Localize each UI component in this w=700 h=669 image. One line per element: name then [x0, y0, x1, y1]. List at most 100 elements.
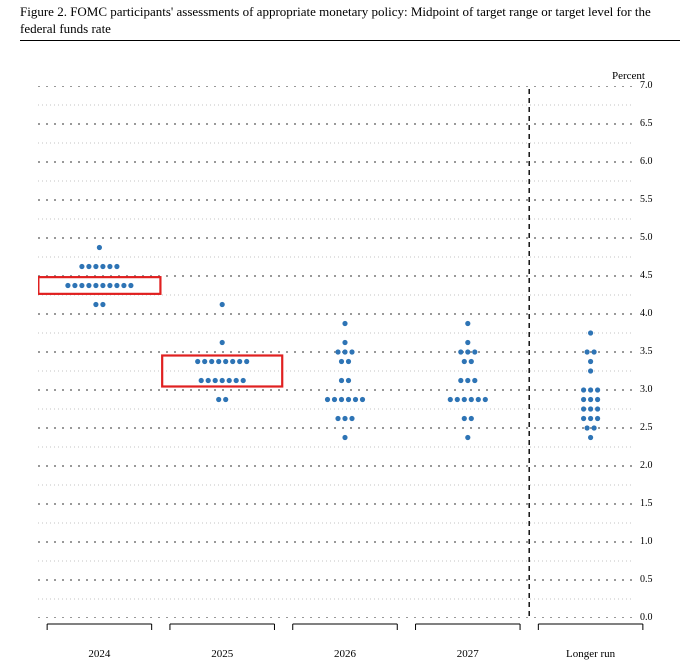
dot [65, 283, 70, 288]
y-tick-label: 6.0 [640, 156, 653, 167]
dot [585, 425, 590, 430]
dot [346, 397, 351, 402]
y-tick-label: 5.0 [640, 232, 653, 243]
dot [588, 416, 593, 421]
dot [86, 283, 91, 288]
x-tick-label: 2024 [88, 648, 110, 660]
dot [339, 359, 344, 364]
dot [588, 359, 593, 364]
dot [588, 435, 593, 440]
y-tick-label: 5.5 [640, 194, 653, 205]
chart-svg [38, 86, 652, 618]
dot [469, 397, 474, 402]
dot [97, 245, 102, 250]
y-tick-label: 6.5 [640, 118, 653, 129]
x-tick-label: 2026 [334, 648, 356, 660]
dot [462, 397, 467, 402]
y-tick-label: 2.0 [640, 460, 653, 471]
dot [476, 397, 481, 402]
y-tick-label: 7.0 [640, 80, 653, 91]
dot [462, 359, 467, 364]
dot [72, 283, 77, 288]
y-tick-label: 4.5 [640, 270, 653, 281]
dot [220, 340, 225, 345]
dot [581, 397, 586, 402]
dot [93, 283, 98, 288]
dot [588, 368, 593, 373]
dot [79, 264, 84, 269]
dot [339, 397, 344, 402]
dot [595, 416, 600, 421]
dot [93, 302, 98, 307]
dot [121, 283, 126, 288]
dot [230, 359, 235, 364]
dot [128, 283, 133, 288]
dot [237, 359, 242, 364]
x-tick-label: 2025 [211, 648, 233, 660]
dot [469, 359, 474, 364]
dot [216, 359, 221, 364]
dot [588, 330, 593, 335]
dot [465, 349, 470, 354]
dot [581, 406, 586, 411]
dot [353, 397, 358, 402]
dot [458, 378, 463, 383]
dot [588, 387, 593, 392]
figure-title-block: Figure 2. FOMC participants' assessments… [20, 4, 680, 38]
y-tick-label: 0.5 [640, 574, 653, 585]
dot [342, 321, 347, 326]
dot [581, 416, 586, 421]
dot [592, 349, 597, 354]
dot [595, 387, 600, 392]
dot [234, 378, 239, 383]
page: Figure 2. FOMC participants' assessments… [0, 0, 700, 669]
dot [202, 359, 207, 364]
dot [588, 397, 593, 402]
dot [349, 349, 354, 354]
dot [465, 435, 470, 440]
dot [458, 349, 463, 354]
dot [209, 359, 214, 364]
dot [93, 264, 98, 269]
dot [581, 387, 586, 392]
dot [195, 359, 200, 364]
dot [448, 397, 453, 402]
dot [223, 359, 228, 364]
dot [465, 340, 470, 345]
dot [342, 416, 347, 421]
dot [360, 397, 365, 402]
dot [335, 416, 340, 421]
dot [472, 349, 477, 354]
dot [465, 321, 470, 326]
dot [220, 378, 225, 383]
dot [241, 378, 246, 383]
y-tick-label: 1.0 [640, 536, 653, 547]
dot-plot-chart [38, 86, 652, 618]
dot [213, 378, 218, 383]
y-tick-label: 1.5 [640, 498, 653, 509]
y-tick-label: 3.0 [640, 384, 653, 395]
dot [342, 435, 347, 440]
dot [465, 378, 470, 383]
dot [114, 264, 119, 269]
figure-title: Figure 2. FOMC participants' assessments… [20, 4, 680, 38]
dot [595, 397, 600, 402]
dot [223, 397, 228, 402]
dot [216, 397, 221, 402]
dot [220, 302, 225, 307]
x-axis [38, 622, 652, 636]
highlight-box [38, 277, 160, 294]
dot [100, 264, 105, 269]
dot [206, 378, 211, 383]
dot [342, 340, 347, 345]
dot [100, 302, 105, 307]
dot [585, 349, 590, 354]
dot [86, 264, 91, 269]
dot [469, 416, 474, 421]
dot [595, 406, 600, 411]
x-tick-label: 2027 [457, 648, 479, 660]
y-tick-label: 4.0 [640, 308, 653, 319]
dot [339, 378, 344, 383]
x-tick-label: Longer run [566, 648, 615, 660]
dot [100, 283, 105, 288]
